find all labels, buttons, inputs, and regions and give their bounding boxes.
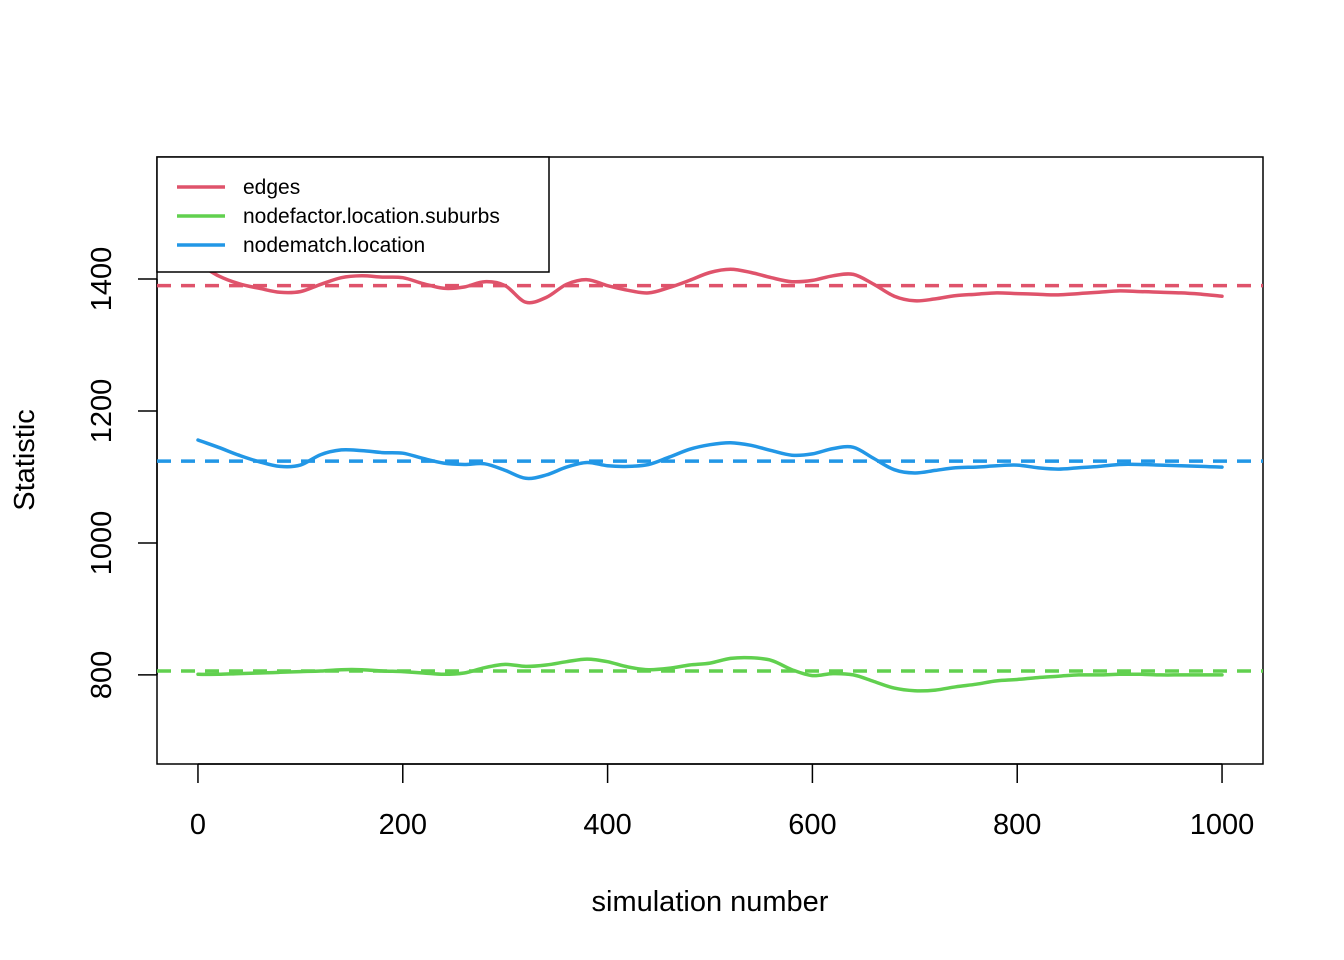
legend-label: nodematch.location: [243, 234, 425, 257]
y-tick-label: 1000: [86, 511, 118, 576]
y-axis: 800 1000 1200 1400: [86, 247, 158, 699]
x-axis: 0 200 400 600 800 1000: [190, 763, 1255, 841]
legend-label: edges: [243, 176, 300, 199]
x-tick-label: 1000: [1190, 809, 1255, 841]
series-lines: [196, 261, 1224, 693]
x-tick-label: 200: [379, 809, 427, 841]
x-tick-label: 400: [583, 809, 631, 841]
x-axis-title: simulation number: [592, 886, 829, 918]
y-tick-label: 1200: [86, 379, 118, 444]
y-tick-label: 800: [86, 651, 118, 699]
series-line: [196, 438, 1224, 481]
x-tick-label: 800: [993, 809, 1041, 841]
legend: edges nodefactor.location.suburbs nodematc…: [156, 156, 550, 273]
y-tick-label: 1400: [86, 247, 118, 312]
y-axis-title: Statistic: [9, 409, 41, 511]
series-line: [196, 655, 1224, 693]
legend-label: nodefactor.location.suburbs: [243, 205, 500, 228]
series-line: [196, 261, 1224, 305]
target-lines: [157, 283, 1263, 673]
x-tick-label: 600: [788, 809, 836, 841]
x-tick-label: 0: [190, 809, 206, 841]
